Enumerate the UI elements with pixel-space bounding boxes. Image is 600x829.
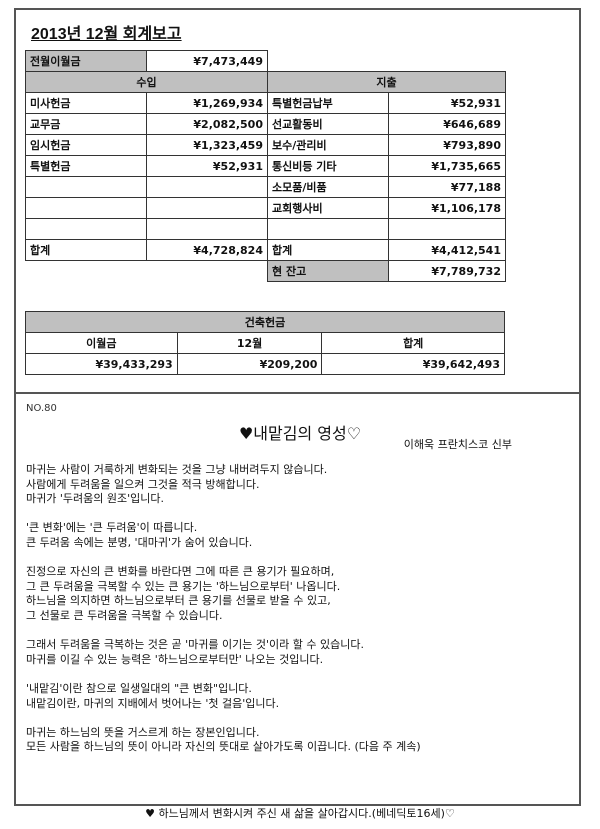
essay-line: 그래서 두려움을 극복하는 것은 곧 '마귀를 이기는 것'이라 할 수 있습니… (26, 638, 364, 652)
expense-value: ¥793,890 (388, 134, 506, 156)
expense-total-value: ¥4,412,541 (388, 239, 506, 261)
accounting-table: 전월이월금 ¥7,473,449 수입 지출 미사헌금 ¥1,269,934 특별헌… (25, 50, 506, 282)
ledger-row: 교회행사비 ¥1,106,178 (25, 197, 506, 219)
expense-value: ¥77,188 (388, 176, 506, 198)
balance-value: ¥7,789,732 (388, 260, 506, 282)
essay-line (26, 667, 421, 682)
ledger-row: 소모품/비품 ¥77,188 (25, 176, 506, 198)
income-value: ¥1,269,934 (146, 92, 268, 114)
essay-line: 하느님을 의지하면 하느님으로부터 큰 용기를 선물로 받을 수 있고, (26, 594, 331, 608)
building-fund-title: 건축헌금 (25, 311, 505, 333)
essay-line: 내맡김이란, 마귀의 지배에서 벗어나는 '첫 걸음'입니다. (26, 696, 280, 710)
income-value: ¥2,082,500 (146, 113, 268, 135)
essay-title: ♥내맡김의 영성♡ (238, 424, 362, 443)
income-label (25, 218, 147, 240)
expense-value: ¥1,106,178 (388, 197, 506, 219)
expense-label: 교회행사비 (267, 197, 389, 219)
ledger-row: 특별헌금 ¥52,931 통신비등 기타 ¥1,735,665 (25, 155, 506, 177)
essay-line (26, 551, 421, 566)
ledger-row (25, 218, 506, 240)
essay-line (26, 624, 421, 639)
essay-line: 마귀는 사람이 거룩하게 변화되는 것을 그냥 내버려두지 않습니다. (26, 463, 328, 476)
expense-header: 지출 (267, 71, 506, 93)
essay-line: '내맡김'이란 참으로 일생일대의 "큰 변화"입니다. (26, 681, 252, 695)
income-header: 수입 (25, 71, 268, 93)
essay-line: 마귀는 하느님의 뜻을 거스르게 하는 장본인입니다. (26, 725, 260, 739)
section-header-row: 수입 지출 (25, 71, 506, 93)
expense-value: ¥52,931 (388, 92, 506, 114)
footer-quote: ♥ 하느님께서 변화시켜 주신 새 삶을 살아갑시다.(베네딕토16세)♡ (145, 807, 455, 820)
building-header-total: 합계 (321, 332, 505, 354)
income-value: ¥52,931 (146, 155, 268, 177)
building-value-total: ¥39,642,493 (321, 353, 505, 375)
essay-line: 마귀가 '두려움의 원조'입니다. (26, 492, 164, 506)
report-title: 2013년 12월 회계보고 (31, 26, 182, 43)
income-label (25, 197, 147, 219)
building-value-carryover: ¥39,433,293 (25, 353, 178, 375)
expense-value: ¥646,689 (388, 113, 506, 135)
income-label: 교무금 (25, 113, 147, 135)
income-label (25, 176, 147, 198)
income-value: ¥1,323,459 (146, 134, 268, 156)
expense-value (388, 218, 506, 240)
expense-label (267, 218, 389, 240)
expense-value: ¥1,735,665 (388, 155, 506, 177)
balance-label: 현 잔고 (267, 260, 389, 282)
expense-label: 통신비등 기타 (267, 155, 389, 177)
balance-row: 현 잔고 ¥7,789,732 (26, 260, 506, 282)
essay-line: 그 큰 두려움을 극복할 수 있는 큰 용기는 '하느님으로부터' 나옵니다. (26, 579, 341, 593)
building-value-month: ¥209,200 (176, 353, 323, 375)
building-header-month: 12월 (176, 332, 323, 354)
section-divider (14, 392, 581, 394)
income-label: 미사헌금 (25, 92, 147, 114)
essay-body: 마귀는 사람이 거룩하게 변화되는 것을 그냥 내버려두지 않습니다. 사람에게 … (26, 463, 421, 755)
total-row: 합계 ¥4,728,824 합계 ¥4,412,541 (25, 239, 506, 261)
ledger-row: 임시헌금 ¥1,323,459 보수/관리비 ¥793,890 (25, 134, 506, 156)
essay-line (26, 711, 421, 726)
essay-line: 진정으로 자신의 큰 변화를 바란다면 그에 따른 큰 용기가 필요하며, (26, 565, 335, 579)
essay-line: 사람에게 두려움을 일으켜 그것을 적극 방해합니다. (26, 477, 260, 491)
building-header-carryover: 이월금 (25, 332, 178, 354)
income-label: 임시헌금 (25, 134, 147, 156)
essay-line: 그 선물로 큰 두려움을 극복할 수 있습니다. (26, 608, 223, 622)
expense-label: 소모품/비품 (267, 176, 389, 198)
ledger-row: 미사헌금 ¥1,269,934 특별헌금납부 ¥52,931 (25, 92, 506, 114)
income-total-label: 합계 (25, 239, 147, 261)
prev-balance-label: 전월이월금 (25, 50, 147, 72)
expense-total-label: 합계 (267, 239, 389, 261)
expense-label: 특별헌금납부 (267, 92, 389, 114)
prev-balance-row: 전월이월금 ¥7,473,449 (25, 50, 506, 72)
essay-line (26, 507, 421, 522)
prev-balance-value: ¥7,473,449 (146, 50, 268, 72)
income-total-value: ¥4,728,824 (146, 239, 268, 261)
issue-number: NO.80 (26, 403, 57, 414)
income-label: 특별헌금 (25, 155, 147, 177)
income-value (146, 218, 268, 240)
essay-line: 마귀를 이길 수 있는 능력은 '하느님으로부터만' 나오는 것입니다. (26, 652, 324, 666)
building-fund-table: 건축헌금 이월금 12월 합계 ¥39,433,293 ¥209,200 ¥39… (25, 311, 505, 375)
income-value (146, 176, 268, 198)
essay-line: 큰 두려움 속에는 분명, '대마귀'가 숨어 있습니다. (26, 535, 253, 549)
essay-line: '큰 변화'에는 '큰 두려움'이 따릅니다. (26, 521, 198, 535)
expense-label: 보수/관리비 (267, 134, 389, 156)
essay-author: 이해욱 프란치스코 신부 (403, 438, 512, 451)
page-frame (14, 8, 581, 806)
essay-line: 모든 사람을 하느님의 뜻이 아니라 자신의 뜻대로 살아가도록 이끕니다. (… (26, 740, 421, 754)
expense-label: 선교활동비 (267, 113, 389, 135)
ledger-row: 교무금 ¥2,082,500 선교활동비 ¥646,689 (25, 113, 506, 135)
income-value (146, 197, 268, 219)
